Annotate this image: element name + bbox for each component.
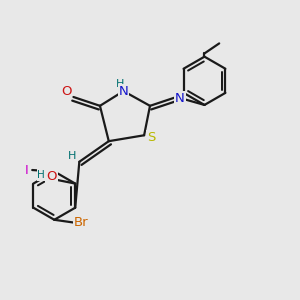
Text: S: S: [147, 131, 156, 144]
Text: H: H: [116, 79, 125, 89]
Text: H: H: [38, 170, 45, 180]
Text: I: I: [25, 164, 29, 176]
Text: H: H: [68, 152, 76, 161]
Text: O: O: [46, 170, 57, 183]
Text: Br: Br: [74, 216, 89, 229]
Text: O: O: [61, 85, 71, 98]
Text: N: N: [118, 85, 128, 98]
Text: N: N: [175, 92, 185, 105]
